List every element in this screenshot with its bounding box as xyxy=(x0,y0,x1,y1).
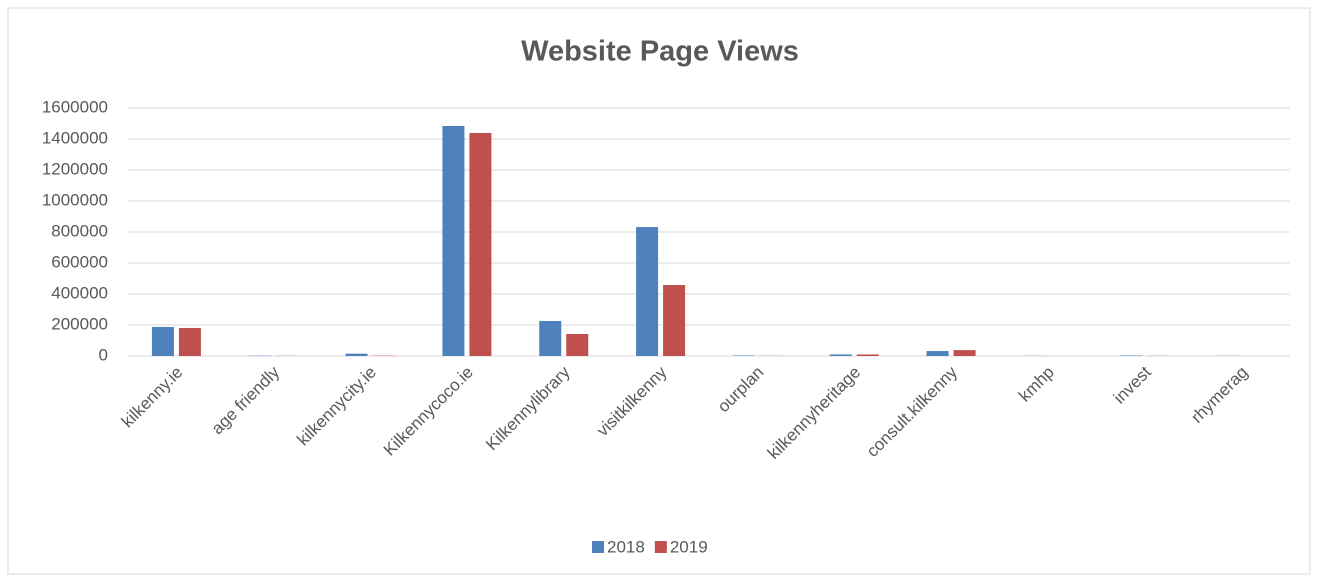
bar xyxy=(953,350,976,356)
chart-title: Website Page Views xyxy=(521,36,799,68)
y-tick-label: 400000 xyxy=(51,283,108,302)
y-tick-label: 200000 xyxy=(51,314,108,333)
bar xyxy=(829,354,852,356)
bar xyxy=(926,351,949,356)
bar xyxy=(856,354,879,356)
bar xyxy=(469,132,492,356)
y-tick-label: 800000 xyxy=(51,221,108,240)
y-tick-label: 1000000 xyxy=(42,190,108,209)
bar xyxy=(442,125,465,356)
y-tick-label: 0 xyxy=(99,345,108,364)
y-tick-label: 600000 xyxy=(51,252,108,271)
legend-swatch xyxy=(654,541,667,553)
y-tick-label: 1600000 xyxy=(42,97,108,116)
legend-swatch xyxy=(592,541,604,553)
bar xyxy=(151,327,174,356)
bar xyxy=(178,327,201,356)
bar xyxy=(566,333,589,356)
y-tick-label: 1400000 xyxy=(42,128,108,147)
legend-label: 2019 xyxy=(670,537,708,556)
bar xyxy=(539,320,562,356)
legend-label: 2018 xyxy=(607,537,645,556)
bar xyxy=(663,285,686,356)
y-tick-label: 1200000 xyxy=(42,159,108,178)
bar xyxy=(345,353,368,356)
chart-frame xyxy=(7,7,1311,575)
bar xyxy=(636,227,659,356)
